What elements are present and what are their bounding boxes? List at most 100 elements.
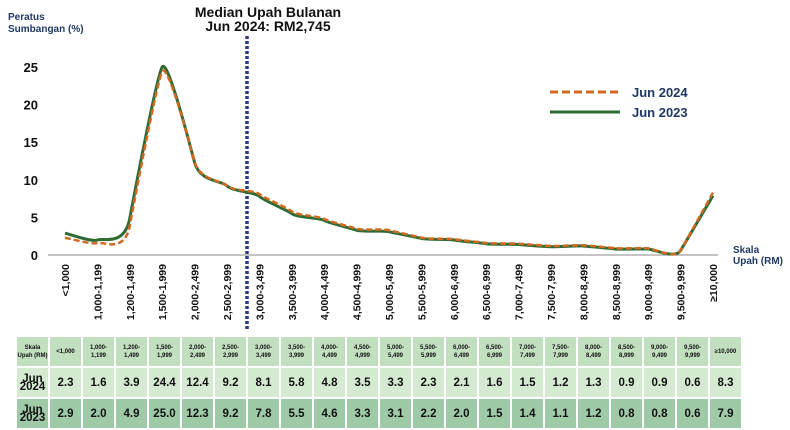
x-tick-label: ≥10,000: [708, 264, 720, 302]
table-cell: 0.8: [644, 397, 675, 428]
table-header-cell: 9,000- 9,499: [644, 337, 675, 366]
table-cell: 1.2: [545, 366, 576, 397]
x-tick-label: 4,000-4,499: [319, 264, 331, 320]
table-cell: 0.6: [677, 397, 708, 428]
x-tick-label: 3,500-3,999: [287, 264, 299, 320]
series-line-jun-2024: [64, 69, 715, 256]
table-cell: 0.9: [644, 366, 675, 397]
legend-label: Jun 2024: [632, 85, 688, 100]
y-tick-label: 15: [24, 135, 38, 150]
x-tick-label: 7,000-7,499: [514, 264, 526, 320]
legend-label: Jun 2023: [632, 105, 688, 120]
table-cell: 9.2: [215, 366, 246, 397]
table-header-cell: 7,000- 7,499: [512, 337, 543, 366]
table-cell: 5.8: [281, 366, 312, 397]
table-cell: 0.6: [677, 366, 708, 397]
x-axis-label-2: Upah (RM): [733, 256, 783, 267]
table-header-cell: <1,000: [50, 337, 81, 366]
table-cell: 2.1: [446, 366, 477, 397]
chart-subtitle: Jun 2024: RM2,745: [205, 18, 330, 34]
x-tick-label: 5,500-5,999: [416, 264, 428, 320]
table-header-cell: 2,000- 2,499: [182, 337, 213, 366]
x-axis-label-1: Skala: [733, 245, 760, 256]
table-cell: 7.8: [248, 397, 279, 428]
table-header-cell: 1,500- 1,999: [149, 337, 180, 366]
table-header-cell: 8,000- 8,499: [578, 337, 609, 366]
x-tick-label: 6,500-6,999: [481, 264, 493, 320]
table-cell: 2.2: [413, 397, 444, 428]
chart-title: Median Upah Bulanan: [195, 4, 341, 20]
table-header-label: Skala Upah (RM): [17, 337, 48, 366]
table-cell: 9.2: [215, 397, 246, 428]
table-cell: 12.3: [182, 397, 213, 428]
table-cell: 3.5: [347, 366, 378, 397]
table-header-cell: 7,500- 7,999: [545, 337, 576, 366]
y-axis-label-1: Peratus: [8, 12, 45, 23]
x-tick-label: 3,000-3,499: [254, 264, 266, 320]
x-tick-label: 9,500-9,999: [676, 264, 688, 320]
x-tick-label: 1,500-1,999: [157, 264, 169, 320]
table-header-cell: 6,000- 6,499: [446, 337, 477, 366]
table-cell: 7.9: [710, 397, 741, 428]
x-tick-label: 2,000-2,499: [190, 264, 202, 320]
table-cell: 24.4: [149, 366, 180, 397]
table-cell: 2.3: [413, 366, 444, 397]
data-table: Skala Upah (RM) <1,000 1,000- 1,199 1,200- 1,…: [15, 337, 743, 428]
y-tick-label: 20: [24, 98, 38, 113]
y-axis-label-2: Sumbangan (%): [8, 24, 84, 35]
table-header-cell: 3,500- 3,999: [281, 337, 312, 366]
table-cell: 4.8: [314, 366, 345, 397]
table-cell: 1.5: [479, 397, 510, 428]
table-header-cell: 8,500- 8,999: [611, 337, 642, 366]
table-header-cell: 4,500- 4,999: [347, 337, 378, 366]
row-label-2024: Jun 2024: [17, 366, 48, 397]
table-cell: 5.5: [281, 397, 312, 428]
table-cell: 1.1: [545, 397, 576, 428]
table-header-cell: 1,200- 1,499: [116, 337, 147, 366]
table-cell: 3.1: [380, 397, 411, 428]
table-cell: 2.9: [50, 397, 81, 428]
x-tick-label: 5,000-5,499: [384, 264, 396, 320]
table-header-cell: ≥10,000: [710, 337, 741, 366]
table-cell: 2.3: [50, 366, 81, 397]
x-tick-label: 8,500-8,999: [611, 264, 623, 320]
table-cell: 1.3: [578, 366, 609, 397]
table-cell: 1.4: [512, 397, 543, 428]
table-cell: 3.3: [380, 366, 411, 397]
x-tick-label: 1,000-1,199: [92, 264, 104, 320]
table-header-cell: 4,000- 4,499: [314, 337, 345, 366]
table-cell: 12.4: [182, 366, 213, 397]
x-tick-label: 2,500-2,999: [222, 264, 234, 320]
table-header-cell: 9,500- 9,999: [677, 337, 708, 366]
table-cell: 1.6: [479, 366, 510, 397]
x-tick-label: 6,000-6,499: [449, 264, 461, 320]
table-cell: 0.8: [611, 397, 642, 428]
table-header-cell: 5,500- 5,999: [413, 337, 444, 366]
x-tick-label: 9,000-9,499: [643, 264, 655, 320]
table-cell: 1.6: [83, 366, 114, 397]
x-tick-label: 8,000-8,499: [578, 264, 590, 320]
table-header-cell: 1,000- 1,199: [83, 337, 114, 366]
table-cell: 3.9: [116, 366, 147, 397]
y-tick-label: 5: [31, 210, 38, 225]
series-line-jun-2023: [64, 65, 715, 256]
table-cell: 4.9: [116, 397, 147, 428]
table-cell: 0.9: [611, 366, 642, 397]
table-header-cell: 5,000- 5,499: [380, 337, 411, 366]
y-tick-label: 25: [24, 60, 38, 75]
table-cell: 2.0: [83, 397, 114, 428]
x-tick-label: 4,500-4,999: [352, 264, 364, 320]
table-cell: 1.2: [578, 397, 609, 428]
table-cell: 8.3: [710, 366, 741, 397]
y-tick-label: 0: [31, 248, 38, 263]
row-label-2023: Jun 2023: [17, 397, 48, 428]
table-header-cell: 3,000- 3,499: [248, 337, 279, 366]
table-cell: 2.0: [446, 397, 477, 428]
table-cell: 4.6: [314, 397, 345, 428]
table-header-cell: 2,500- 2,999: [215, 337, 246, 366]
x-tick-label: 7,500-7,999: [546, 264, 558, 320]
table-cell: 25.0: [149, 397, 180, 428]
table-cell: 3.3: [347, 397, 378, 428]
x-tick-label: <1,000: [60, 264, 72, 297]
